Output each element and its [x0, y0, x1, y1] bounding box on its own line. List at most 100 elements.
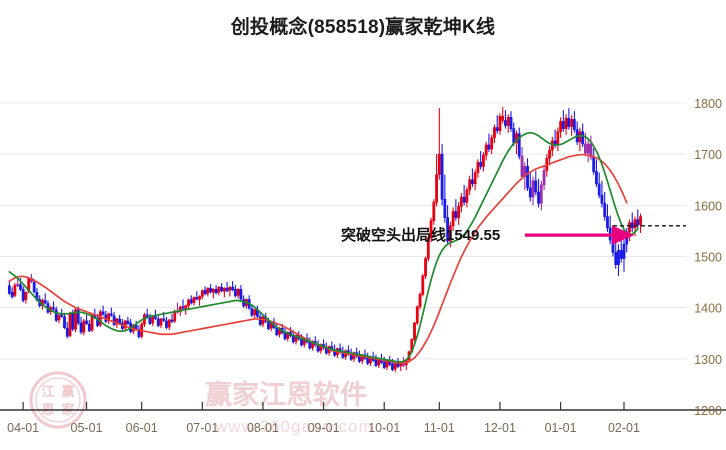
candle-body: [156, 318, 160, 326]
candle-body: [421, 275, 425, 295]
candle: [87, 319, 91, 333]
candle-body: [74, 309, 77, 330]
candle-body: [76, 309, 80, 324]
candle: [509, 111, 513, 132]
candle-body: [184, 305, 188, 309]
candle: [198, 295, 201, 306]
candle-body: [198, 296, 201, 300]
candle: [611, 225, 615, 257]
candle-body: [603, 202, 607, 217]
candle-body: [366, 357, 370, 364]
candle: [374, 354, 378, 368]
candle-body: [165, 320, 168, 328]
candle: [393, 361, 397, 373]
candle-body: [567, 118, 571, 127]
x-tick-label: 06-01: [126, 421, 158, 435]
candle: [211, 288, 215, 299]
candle: [567, 108, 571, 130]
candle: [440, 143, 444, 206]
candle: [575, 121, 579, 145]
candle-body: [484, 144, 488, 156]
candle-body: [68, 313, 72, 337]
candle-body: [148, 317, 152, 324]
candle-body: [589, 143, 593, 158]
candle: [167, 318, 171, 331]
candle-body: [548, 149, 551, 159]
candle-body: [512, 128, 516, 144]
candle-body: [498, 116, 502, 131]
candle-body: [435, 174, 438, 203]
candle: [129, 318, 133, 334]
candle-body: [459, 196, 463, 207]
candle: [454, 199, 458, 221]
x-tick-label: 10-01: [368, 421, 400, 435]
candle-body: [606, 216, 609, 229]
candle: [578, 127, 582, 152]
candle: [413, 321, 416, 342]
candle-body: [506, 117, 510, 126]
candle: [209, 284, 212, 294]
candle-body: [550, 140, 554, 151]
candle: [451, 207, 455, 231]
candle-body: [531, 180, 535, 198]
candle: [63, 312, 66, 330]
candle-body: [211, 288, 215, 293]
candle: [236, 288, 240, 299]
candle: [534, 170, 538, 196]
candle-body: [220, 286, 223, 292]
candle-body: [639, 216, 642, 226]
candle: [220, 283, 223, 293]
candle-body: [236, 288, 240, 296]
candle: [217, 286, 221, 296]
candle: [517, 127, 521, 160]
y-tick-label: 1400: [694, 302, 722, 316]
candle-body: [611, 239, 615, 253]
candle-body: [217, 286, 221, 293]
candle: [592, 148, 596, 175]
candle-body: [13, 284, 17, 296]
candle: [85, 314, 88, 326]
candle-body: [586, 143, 590, 154]
candle-body: [178, 306, 182, 313]
candle: [501, 107, 505, 124]
candle: [606, 204, 609, 232]
candle: [231, 281, 235, 292]
candle-body: [107, 313, 110, 322]
x-tick-label: 08-01: [247, 421, 279, 435]
candle: [74, 307, 77, 333]
candle: [595, 159, 598, 187]
candle: [107, 312, 110, 325]
candle-body: [542, 170, 546, 186]
candle: [603, 192, 607, 221]
candle-body: [490, 137, 494, 150]
candle-body: [564, 118, 568, 129]
candle: [233, 285, 237, 298]
candle: [126, 316, 130, 326]
candle-body: [112, 315, 116, 325]
candle-body: [614, 252, 618, 265]
candle: [421, 273, 425, 297]
x-tick-label: 04-01: [7, 421, 39, 435]
watermark-seal-char: 江: [41, 384, 54, 399]
candle-body: [154, 316, 157, 319]
candle: [498, 113, 502, 135]
candle-body: [526, 166, 529, 189]
candle-body: [570, 119, 574, 127]
y-tick-label: 1600: [694, 199, 722, 213]
watermark-brand: 赢家江恩软件: [205, 379, 367, 410]
candle: [446, 205, 449, 246]
candle-body: [479, 162, 483, 167]
candle-body: [448, 225, 452, 242]
candle-body: [457, 206, 461, 218]
candle-body: [482, 154, 485, 167]
candle-body: [159, 318, 163, 326]
candle-body: [98, 311, 102, 326]
candle: [482, 152, 485, 172]
candle-body: [468, 179, 472, 191]
candle-body: [584, 143, 587, 154]
candle-body: [418, 294, 422, 307]
candle: [429, 217, 433, 243]
candle-body: [203, 289, 207, 295]
